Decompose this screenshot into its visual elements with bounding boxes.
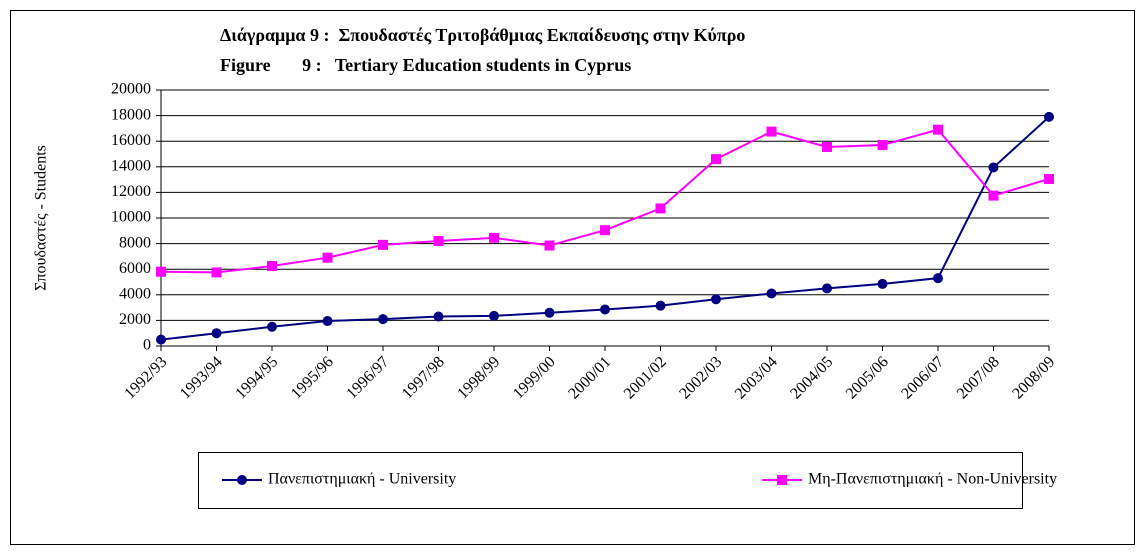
x-tick-label: 2000/01 [565, 353, 614, 402]
point [766, 288, 777, 299]
x-tick-label: 1997/98 [399, 353, 448, 402]
y-tick-label: 4000 [119, 285, 151, 302]
legend-marker [777, 475, 787, 485]
y-tick-label: 10000 [111, 209, 151, 226]
point [600, 304, 610, 315]
point [822, 141, 832, 152]
point [1044, 173, 1054, 184]
point [322, 316, 333, 327]
point [600, 225, 610, 236]
point [489, 232, 499, 243]
chart-title: Διάγραμμα 9 : Σπουδαστές Τριτοβάθμιας Εκ… [220, 25, 745, 45]
legend-label: Πανεπιστημιακή - University [268, 471, 456, 488]
y-tick-label: 2000 [119, 311, 151, 328]
legend-marker [237, 475, 247, 485]
point [433, 311, 444, 322]
point [378, 239, 388, 250]
x-tick-label: 1996/97 [343, 353, 392, 402]
x-tick-label: 2003/04 [732, 353, 781, 402]
y-tick-label: 6000 [119, 260, 151, 277]
x-tick-label: 1992/93 [121, 353, 170, 402]
x-tick-label: 2004/05 [787, 353, 836, 402]
point [544, 240, 555, 251]
legend-box [198, 452, 1023, 509]
point [156, 334, 166, 345]
x-tick-label: 1993/94 [177, 353, 226, 402]
point [933, 273, 943, 284]
chart-frame [10, 10, 1135, 545]
chart-subtitle: Figure 9 : Tertiary Education students i… [220, 55, 631, 75]
point [711, 294, 721, 305]
point [489, 310, 499, 321]
point [822, 283, 832, 294]
x-tick-label: 2002/03 [676, 353, 725, 402]
point [267, 321, 277, 332]
point [988, 162, 999, 173]
point [211, 267, 222, 278]
x-tick-label: 2008/09 [1009, 353, 1058, 402]
point [655, 300, 666, 311]
point [655, 203, 666, 214]
point [156, 266, 166, 277]
point [544, 307, 555, 318]
point [877, 140, 888, 151]
x-tick-label: 2005/06 [843, 353, 892, 402]
y-tick-label: 12000 [111, 183, 151, 200]
y-tick-label: 0 [143, 337, 151, 354]
point [988, 190, 999, 201]
point [933, 124, 943, 135]
point [766, 126, 777, 137]
point [433, 236, 444, 247]
series-line [160, 128, 1050, 274]
y-tick-label: 20000 [111, 81, 151, 98]
point [1044, 111, 1054, 122]
y-axis-label: Σπουδαστές - Students [33, 145, 50, 291]
point [267, 261, 277, 271]
legend-label: Μη-Πανεπιστημιακή - Non-University [808, 471, 1057, 488]
x-tick-label: 2001/02 [621, 353, 670, 402]
y-tick-label: 18000 [111, 106, 151, 123]
point [378, 314, 388, 325]
x-tick-label: 1995/96 [288, 353, 337, 402]
point [211, 328, 222, 339]
x-tick-label: 2007/08 [954, 353, 1003, 402]
point [711, 154, 721, 165]
x-tick-label: 1994/95 [232, 353, 281, 402]
y-tick-label: 16000 [111, 132, 151, 149]
x-tick-label: 2006/07 [898, 353, 947, 402]
point [322, 252, 333, 263]
y-tick-label: 8000 [119, 234, 151, 251]
point [877, 278, 888, 289]
x-tick-label: 1998/99 [454, 353, 503, 402]
y-tick-label: 14000 [111, 157, 151, 174]
x-tick-label: 1999/00 [510, 353, 559, 402]
